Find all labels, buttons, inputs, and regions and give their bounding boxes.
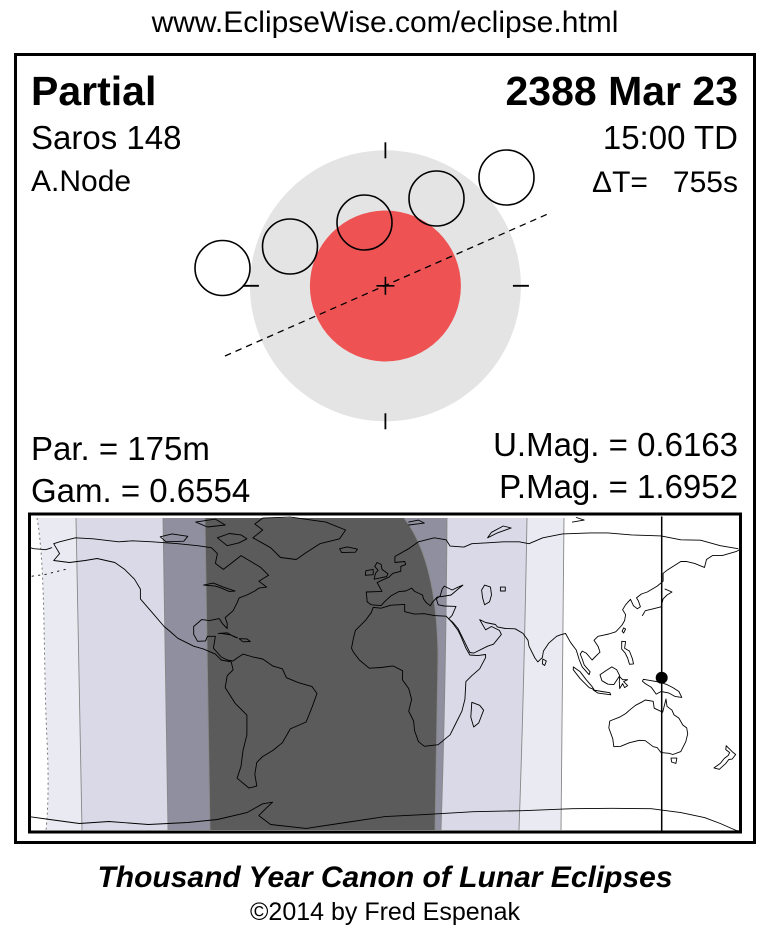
visibility-map <box>28 512 742 834</box>
stat-par: Par. = 175m <box>31 430 210 467</box>
coastline <box>592 689 612 696</box>
coastline <box>30 547 53 551</box>
zone-boundary <box>518 517 528 831</box>
coastline <box>365 584 464 620</box>
sublunar-point-marker <box>655 671 668 684</box>
eclipse-type: Partial <box>31 68 157 114</box>
zone-boundary <box>162 517 169 831</box>
coastline <box>216 533 248 547</box>
zone-umbral-dark <box>205 518 438 830</box>
coastline <box>339 546 358 554</box>
coastline <box>599 666 621 686</box>
shadow-axis-ticks <box>242 142 529 430</box>
coastline <box>541 658 547 666</box>
figure-frame <box>14 53 756 844</box>
coastline <box>487 525 512 539</box>
coastline <box>481 584 492 606</box>
moon-contact-4 <box>408 170 465 227</box>
saros-label: Saros 148 <box>31 119 182 156</box>
moon-contact-3 <box>336 194 393 251</box>
stat-penumbral-magnitude: P.Mag. = 1.6952 <box>499 468 738 505</box>
coastline <box>572 666 595 690</box>
moon-contact-2 <box>261 218 319 275</box>
coastline <box>713 745 737 770</box>
eclipse-date: 2388 Mar 23 <box>505 68 738 114</box>
zone-boundary <box>560 517 565 831</box>
canon-title: Thousand Year Canon of Lunar Eclipses <box>97 861 673 894</box>
visibility-zones <box>30 516 740 831</box>
copyright: ©2014 by Fred Espenak <box>250 898 520 926</box>
coastline <box>365 532 739 593</box>
moon-contact-1 <box>194 239 251 297</box>
coastline <box>159 533 189 543</box>
coastline <box>373 562 389 580</box>
coastline <box>203 582 236 592</box>
coastline <box>408 519 425 526</box>
node-label: A.Node <box>31 165 132 198</box>
zone-boundary <box>440 517 448 831</box>
zone-boundary <box>403 517 439 831</box>
coastline <box>621 627 627 634</box>
ecliptic-dashed-line <box>224 212 551 357</box>
moon-contact-5 <box>478 149 535 206</box>
coastlines <box>30 516 740 831</box>
site-url: www.EclipseWise.com/eclipse.html <box>151 6 619 39</box>
coastline <box>499 586 506 592</box>
coastline <box>252 516 347 560</box>
delta-t-value: ΔT= 755s <box>592 166 738 199</box>
coastline <box>30 801 740 831</box>
stat-umbral-magnitude: U.Mag. = 0.6163 <box>493 426 738 463</box>
coastline <box>364 568 374 576</box>
coastline <box>195 518 226 528</box>
zone-boundary <box>36 517 49 831</box>
moon-path-positions <box>194 149 535 297</box>
map-border <box>28 512 742 834</box>
coastline <box>448 549 740 676</box>
coastline <box>470 701 485 728</box>
center-cross <box>376 276 395 295</box>
eclipse-time: 15:00 TD <box>602 119 738 156</box>
coastline <box>621 640 634 665</box>
coastline <box>351 603 487 747</box>
coastline <box>238 638 251 643</box>
coastline <box>670 757 678 764</box>
coastline <box>571 517 585 523</box>
coastline <box>608 698 689 755</box>
zone-boundary <box>204 517 211 831</box>
coastline <box>618 676 629 689</box>
coastline <box>53 537 318 789</box>
zone-boundary <box>75 517 83 831</box>
stat-gamma: Gam. = 0.6554 <box>31 472 251 509</box>
coastline <box>31 568 66 577</box>
coastline <box>217 632 238 639</box>
